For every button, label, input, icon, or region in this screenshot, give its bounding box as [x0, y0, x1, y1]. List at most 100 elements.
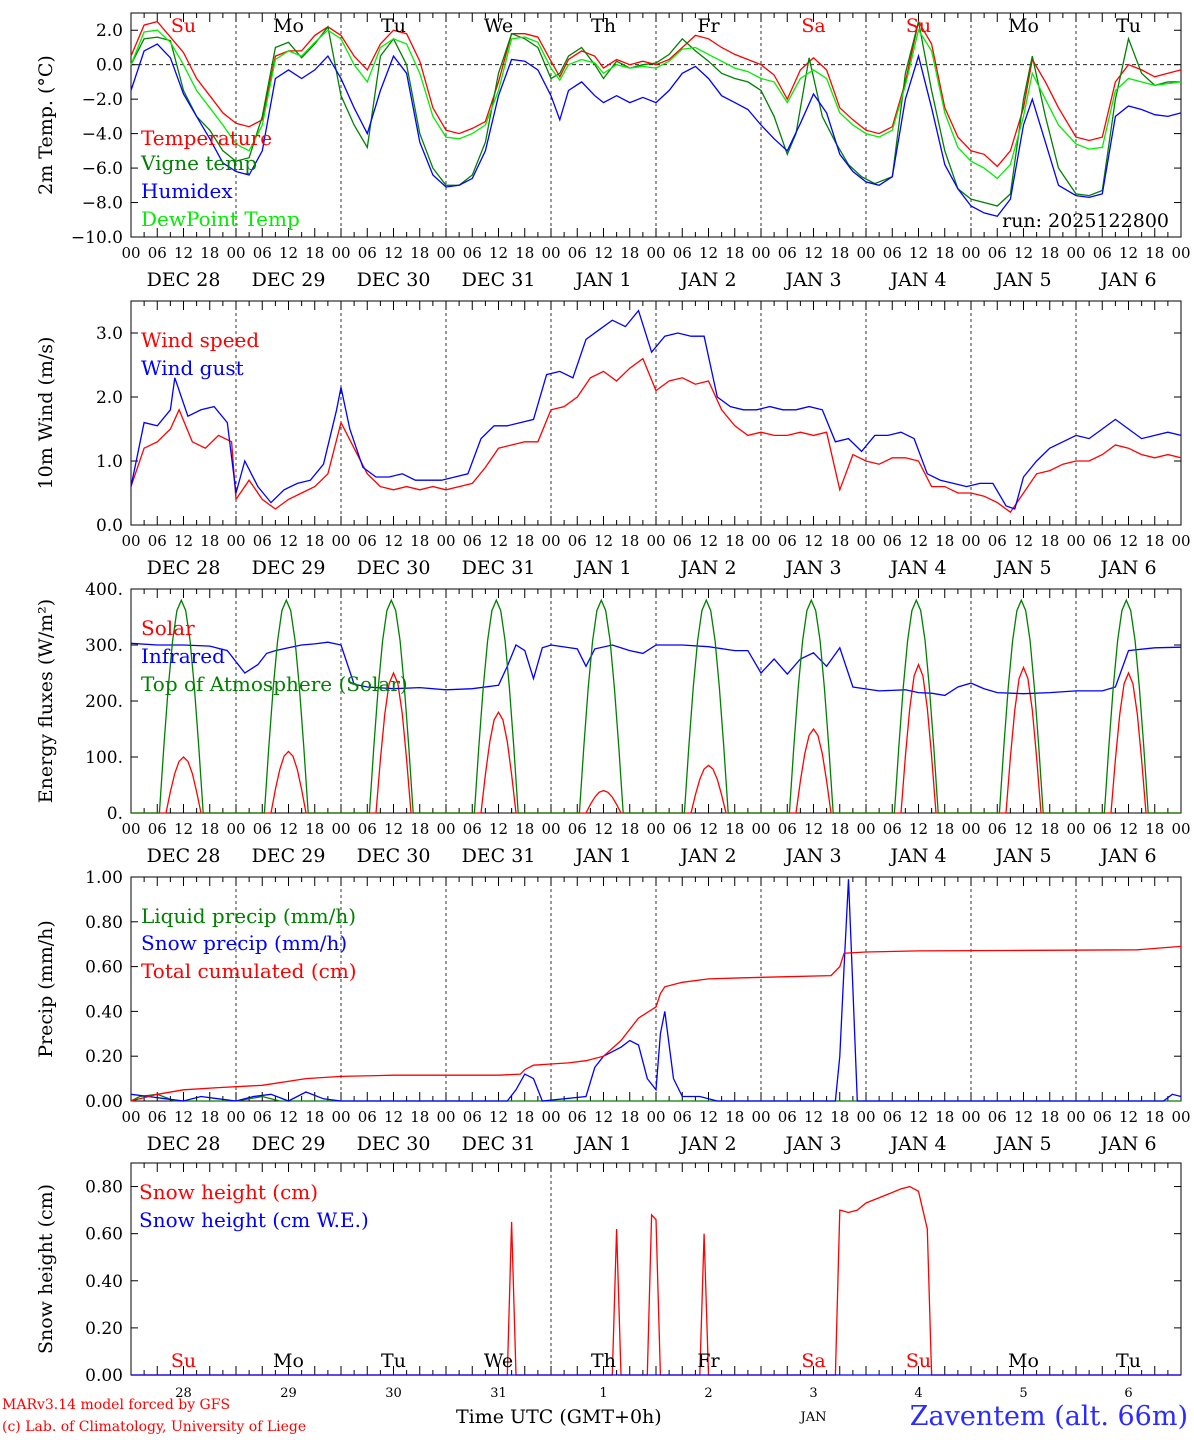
legend-entry: Wind speed [141, 328, 259, 352]
x-hour-label: 12 [384, 244, 403, 262]
x-date-label: JAN 6 [1098, 1133, 1156, 1155]
x-date-label: JAN 5 [993, 557, 1051, 579]
x-date-label: DEC 31 [462, 845, 536, 867]
x-hour-label: 06 [1093, 244, 1112, 262]
series-line-humidex [130, 43, 1182, 218]
x-hour-label: 12 [594, 244, 613, 262]
x-hour-label: 18 [935, 820, 954, 838]
x-hour-label: 00 [961, 820, 980, 838]
x-hour-label: 06 [988, 1108, 1007, 1126]
x-hour-label: 06 [463, 1108, 482, 1126]
x-hour-label: 18 [620, 820, 639, 838]
panel-5: 0.80 0.60 0.40 0.20 0.00 Snow height (cm) Snow… [35, 1162, 1182, 1425]
x-hour-label: 00 [961, 244, 980, 262]
x-date-label: DEC 30 [357, 1133, 431, 1155]
y-tick-label: 2.0 [96, 388, 123, 408]
x-date-label: JAN 4 [888, 1133, 946, 1155]
x-hour-label: 12 [804, 820, 823, 838]
x-hour-label: 00 [541, 820, 560, 838]
weekday-label: Tu [381, 1350, 406, 1372]
x-hour-label: 18 [620, 1108, 639, 1126]
x-hour-label: 12 [594, 1108, 613, 1126]
x-hour-label: 00 [856, 244, 875, 262]
x-date-label: JAN 2 [678, 557, 736, 579]
x-hour-label: 12 [594, 532, 613, 550]
model-credit: MARv3.14 model forced by GFS [2, 1397, 231, 1413]
x-hour-label: 12 [1014, 532, 1033, 550]
series-line-vigne-temp [130, 21, 1181, 207]
y-axis-title: 10m Wind (m/s) [35, 337, 57, 490]
weekday-label: Su [171, 1350, 196, 1372]
x-hour-label: 18 [305, 820, 324, 838]
x-hour-label: 18 [830, 1108, 849, 1126]
x-hour-label: 06 [253, 532, 272, 550]
x-hour-label: 00 [121, 1108, 140, 1126]
x-hour-label: 12 [804, 1108, 823, 1126]
x-date-label: DEC 31 [462, 1133, 536, 1155]
lab-credit: (c) Lab. of Climatology, University of L… [2, 1419, 307, 1435]
x-hour-label: 00 [121, 820, 140, 838]
x-date-label: JAN 6 [1098, 269, 1156, 291]
legend-entry: Snow height (cm) [139, 1180, 318, 1204]
x-date-label: DEC 28 [147, 557, 221, 579]
x-hour-label: 00 [1171, 244, 1190, 262]
x-date-label: JAN 1 [573, 1133, 631, 1155]
legend-entry: Temperature [141, 126, 272, 150]
x-hour-label: 12 [699, 532, 718, 550]
weekday-label: Tu [381, 15, 406, 37]
x-hour-label: 12 [279, 532, 298, 550]
x-hour-label: 06 [988, 532, 1007, 550]
x-date-label: JAN 4 [888, 845, 946, 867]
weekday-label: Sa [801, 15, 825, 37]
y-tick-label: −8.0 [82, 194, 123, 214]
legend-entry: DewPoint Temp [141, 207, 300, 231]
x-hour-label: 12 [489, 244, 508, 262]
x-hour-label: 06 [883, 532, 902, 550]
x-hour-label: 12 [804, 532, 823, 550]
x-hour-label: 00 [751, 820, 770, 838]
weekday-label: Tu [1116, 1350, 1141, 1372]
weekday-label: Tu [1116, 15, 1141, 37]
x-hour-label: 06 [148, 532, 167, 550]
x-hour-label: 18 [410, 244, 429, 262]
legend-entry: Top of Atmosphere (Solar) [141, 672, 408, 696]
x-hour-label: 00 [646, 1108, 665, 1126]
panel-2: 3.0 2.0 1.0 0.0 10m Wind (m/s) 00 06 12 18 00 06 12… [35, 300, 1191, 579]
x-hour-label: 06 [253, 1108, 272, 1126]
x-hour-label: 18 [725, 820, 744, 838]
x-hour-label: 06 [883, 244, 902, 262]
x-hour-label: 12 [384, 1108, 403, 1126]
day-number-label: 3 [809, 1386, 817, 1401]
x-hour-label: 12 [1014, 820, 1033, 838]
legend-entry: Total cumulated (cm) [141, 959, 357, 983]
y-tick-label: −4.0 [82, 125, 123, 145]
weekday-label: Mo [1008, 1350, 1039, 1372]
x-date-label: JAN 1 [573, 557, 631, 579]
y-tick-label: 0.40 [85, 1272, 123, 1292]
x-hour-label: 18 [830, 820, 849, 838]
x-hour-label: 00 [121, 532, 140, 550]
x-hour-label: 00 [961, 1108, 980, 1126]
x-hour-label: 00 [541, 244, 560, 262]
weekday-label: We [484, 1350, 513, 1372]
y-axis-title: Precip (mm/h) [35, 920, 57, 1058]
x-hour-label: 18 [410, 820, 429, 838]
y-tick-label: 100. [85, 748, 123, 768]
x-date-label: JAN 3 [783, 845, 841, 867]
panel-1: 2.0 0.0 −2.0 −4.0 −6.0 −8.0 −10.0 2m Temp. (°C)… [35, 12, 1191, 291]
y-tick-label: −2.0 [82, 90, 123, 110]
x-hour-label: 12 [909, 1108, 928, 1126]
x-hour-label: 00 [226, 1108, 245, 1126]
panel-4: 1.00 0.80 0.60 0.40 0.20 0.00 Precip (mm/h) 00 0… [35, 868, 1191, 1155]
month-label: JAN [799, 1410, 827, 1425]
x-hour-label: 00 [121, 244, 140, 262]
x-hour-label: 06 [673, 244, 692, 262]
x-hour-label: 00 [1066, 244, 1085, 262]
x-hour-label: 12 [909, 532, 928, 550]
x-hour-label: 06 [568, 820, 587, 838]
day-number-label: 2 [704, 1386, 712, 1401]
x-hour-label: 18 [830, 244, 849, 262]
x-hour-label: 18 [620, 532, 639, 550]
x-hour-label: 00 [1066, 820, 1085, 838]
